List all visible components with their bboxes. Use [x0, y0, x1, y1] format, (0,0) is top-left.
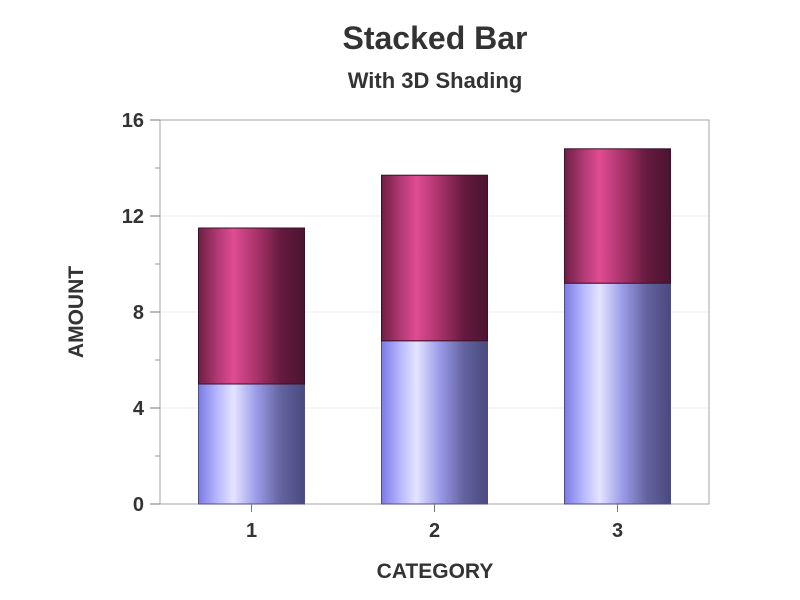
- y-axis: 0 4 8 12 16: [122, 110, 160, 516]
- bar-segment: [381, 174, 488, 342]
- x-axis-label: CATEGORY: [377, 560, 494, 583]
- y-axis-label: AMOUNT: [65, 266, 88, 358]
- chart-title: Stacked Bar: [342, 20, 528, 56]
- bar-segment: [198, 383, 305, 505]
- chart-subtitle: With 3D Shading: [347, 68, 523, 93]
- bar-segment: [564, 282, 671, 505]
- bar-segment: [198, 227, 305, 385]
- bar-segment: [381, 340, 488, 505]
- x-tick-label: 3: [612, 520, 623, 542]
- x-tick-label: 2: [429, 520, 440, 542]
- x-axis: 1 2 3: [246, 504, 623, 542]
- bar-segment: [564, 148, 671, 284]
- y-tick-label: 4: [133, 398, 145, 420]
- y-tick-label: 8: [133, 302, 144, 324]
- x-tick-label: 1: [246, 520, 257, 542]
- y-tick-label: 16: [122, 110, 144, 132]
- bars: [198, 148, 671, 505]
- y-tick-label: 0: [133, 494, 144, 516]
- y-tick-label: 12: [122, 206, 144, 228]
